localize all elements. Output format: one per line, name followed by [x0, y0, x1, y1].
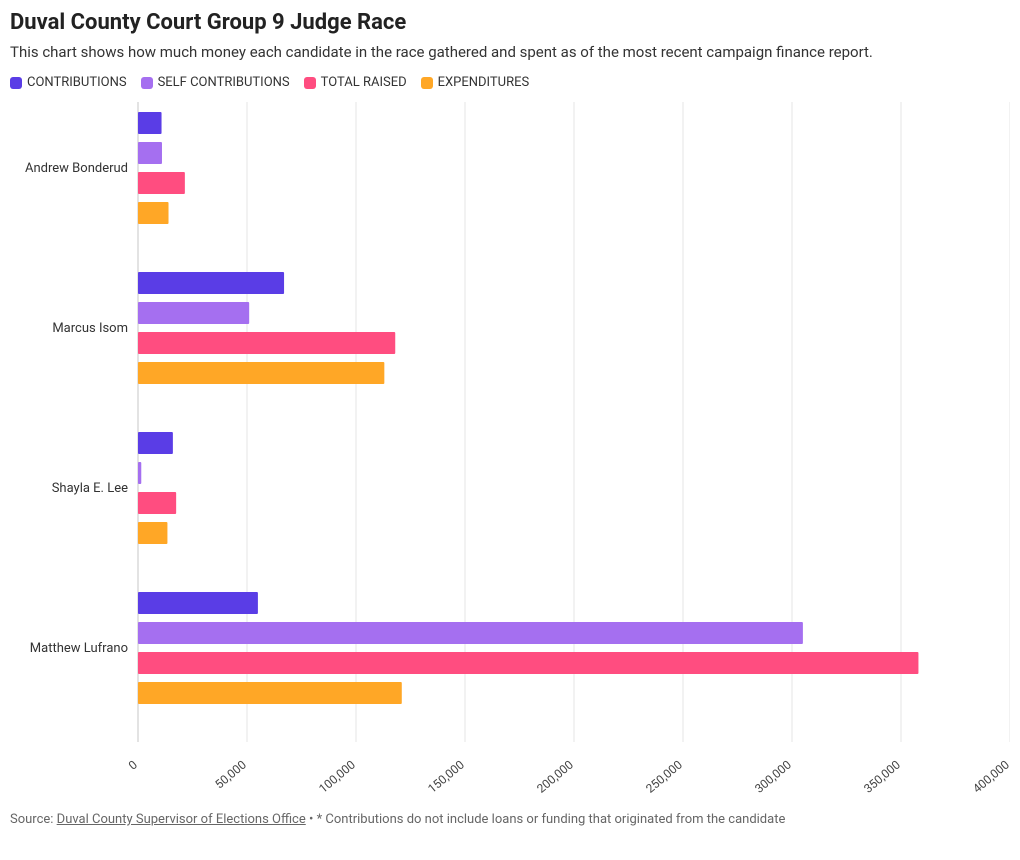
legend-label: EXPENDITURES [438, 75, 530, 90]
bar [138, 682, 402, 704]
bar [138, 362, 384, 384]
legend-item: EXPENDITURES [421, 75, 530, 90]
chart-title: Duval County Court Group 9 Judge Race [10, 10, 1010, 35]
chart-plot-area: 0 50,000 100,000 150,000 200,000 250,000 300,0… [10, 102, 1010, 802]
x-tick-label: 350,000 [861, 757, 903, 795]
source-footer: Source: Duval County Supervisor of Elect… [10, 812, 1010, 827]
x-tick-label: 250,000 [643, 757, 685, 795]
legend-label: TOTAL RAISED [321, 75, 407, 90]
x-tick-label: 100,000 [316, 757, 358, 795]
bar [138, 332, 395, 354]
legend-swatch [304, 77, 316, 89]
bar [138, 462, 141, 484]
bar [138, 622, 803, 644]
bar [138, 112, 162, 134]
bar [138, 202, 169, 224]
legend-item: SELF CONTRIBUTIONS [141, 75, 290, 90]
bar-chart-svg: 0 50,000 100,000 150,000 200,000 250,000 300,0… [10, 102, 1010, 802]
bar [138, 592, 258, 614]
bar [138, 302, 249, 324]
bar [138, 492, 176, 514]
candidate-label: Matthew Lufrano [30, 641, 128, 656]
candidate-label: Marcus Isom [52, 321, 128, 336]
bar [138, 652, 918, 674]
x-tick-label: 200,000 [534, 757, 576, 795]
legend-label: SELF CONTRIBUTIONS [158, 75, 290, 90]
legend-item: CONTRIBUTIONS [10, 75, 127, 90]
legend-swatch [421, 77, 433, 89]
x-tick-label: 150,000 [425, 757, 467, 795]
bar [138, 142, 162, 164]
legend: CONTRIBUTIONS SELF CONTRIBUTIONS TOTAL RAI… [10, 75, 1010, 90]
candidate-label: Shayla E. Lee [52, 481, 128, 496]
legend-swatch [10, 77, 22, 89]
legend-item: TOTAL RAISED [304, 75, 407, 90]
x-tick-label: 0 [126, 757, 140, 772]
bar [138, 172, 185, 194]
bar [138, 272, 284, 294]
legend-swatch [141, 77, 153, 89]
x-tick-label: 400,000 [970, 757, 1010, 795]
chart-subtitle: This chart shows how much money each can… [10, 43, 1010, 61]
source-note: • * Contributions do not include loans o… [306, 812, 786, 827]
source-prefix: Source: [10, 812, 57, 827]
x-tick-label: 50,000 [212, 757, 249, 791]
legend-label: CONTRIBUTIONS [27, 75, 127, 90]
x-tick-label: 300,000 [752, 757, 794, 795]
source-link[interactable]: Duval County Supervisor of Elections Off… [57, 812, 306, 827]
bar [138, 432, 173, 454]
candidate-label: Andrew Bonderud [25, 161, 128, 176]
bar [138, 522, 167, 544]
